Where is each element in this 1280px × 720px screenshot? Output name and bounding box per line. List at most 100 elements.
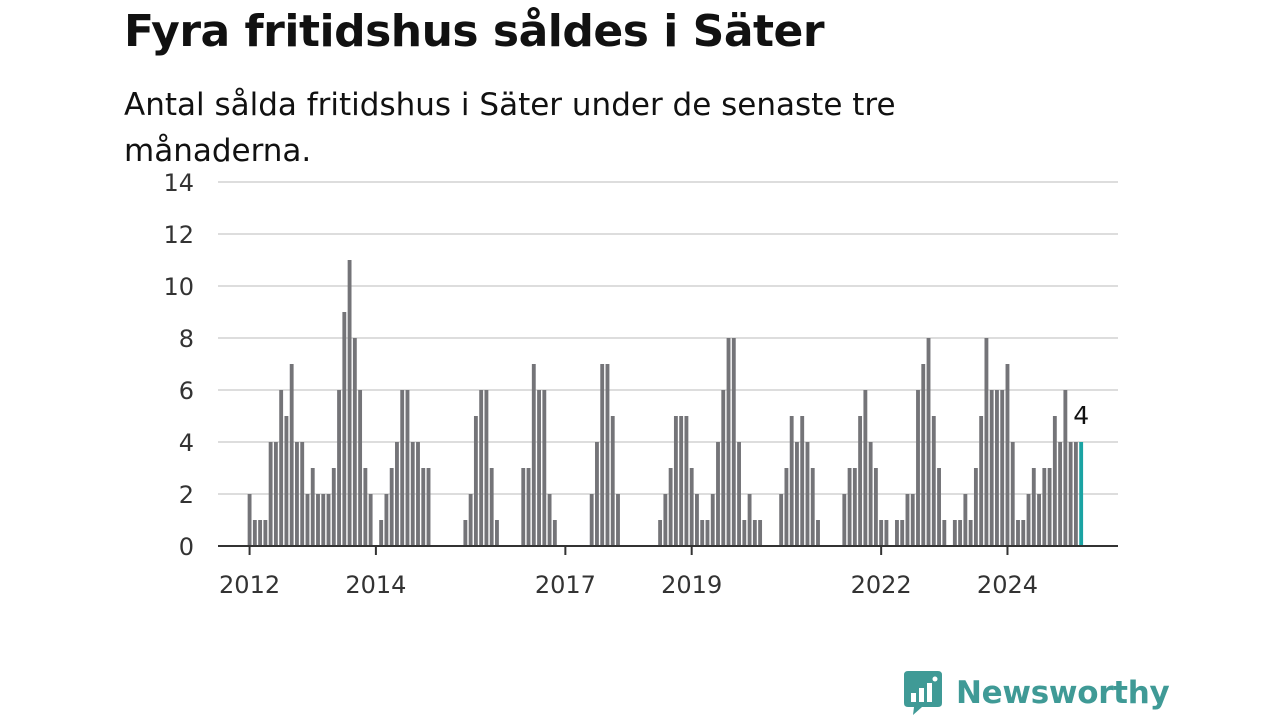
- bar: [863, 390, 868, 546]
- y-tick-label: 6: [179, 377, 194, 405]
- bar: [842, 494, 847, 546]
- bar: [779, 494, 784, 546]
- bar: [789, 416, 794, 546]
- bar: [721, 390, 726, 546]
- bar: [910, 494, 915, 546]
- bar: [968, 520, 973, 546]
- bar: [526, 468, 531, 546]
- bar: [731, 338, 736, 546]
- bar: [742, 520, 747, 546]
- y-tick-label: 10: [163, 273, 194, 301]
- bar: [705, 520, 710, 546]
- bar: [521, 468, 526, 546]
- bar: [600, 364, 605, 546]
- bar: [868, 442, 873, 546]
- bar: [479, 390, 484, 546]
- bar: [321, 494, 326, 546]
- data-label: 4: [1073, 401, 1089, 430]
- x-tick-label: 2014: [345, 571, 406, 599]
- bar: [989, 390, 994, 546]
- bar: [758, 520, 763, 546]
- x-tick-label: 2017: [535, 571, 596, 599]
- bar: [784, 468, 789, 546]
- y-tick-label: 12: [163, 221, 194, 249]
- newsworthy-logo-icon: [904, 671, 942, 715]
- bar: [973, 468, 978, 546]
- bar: [858, 416, 863, 546]
- bar: [537, 390, 541, 546]
- bar: [289, 364, 294, 546]
- y-tick-label: 0: [179, 533, 194, 561]
- y-tick-label: 2: [179, 481, 194, 509]
- bar: [931, 416, 936, 546]
- gridlines: [218, 181, 1118, 495]
- bar: [247, 494, 252, 546]
- newsworthy-logo: Newsworthy: [902, 668, 1170, 718]
- bar: [852, 468, 857, 546]
- bar: [1058, 442, 1063, 546]
- y-tick-label: 14: [163, 169, 194, 197]
- bar: [942, 520, 947, 546]
- chart-title: Fyra fritidshus såldes i Säter: [124, 6, 825, 57]
- bar: [1063, 390, 1068, 546]
- bar: [410, 442, 415, 546]
- bar: [379, 520, 384, 546]
- bar: [984, 338, 989, 546]
- bar: [895, 520, 899, 546]
- bar: [263, 520, 268, 546]
- y-axis-labels: 0 2 4 6 8 10 12 14: [163, 169, 194, 561]
- y-tick-label: 8: [179, 325, 194, 353]
- bar: [610, 416, 615, 546]
- x-tick-label: 2022: [851, 571, 912, 599]
- bar: [279, 390, 284, 546]
- bars: [247, 260, 1084, 546]
- bar: [284, 416, 289, 546]
- bar: [484, 390, 489, 546]
- bar: [879, 520, 884, 546]
- bar: [352, 338, 357, 546]
- bar: [489, 468, 494, 546]
- bar: [421, 468, 426, 546]
- bar: [873, 468, 878, 546]
- bar: [810, 468, 815, 546]
- bar: [1073, 442, 1078, 546]
- bar: [384, 494, 389, 546]
- bar: [363, 468, 368, 546]
- bar: [331, 468, 336, 546]
- bar: [416, 442, 420, 546]
- bar: [937, 468, 941, 546]
- bar: [337, 390, 341, 546]
- bar: [800, 416, 805, 546]
- bar: [689, 468, 694, 546]
- newsworthy-logo-text: Newsworthy: [956, 675, 1170, 711]
- bar: [668, 468, 673, 546]
- bar: [926, 338, 931, 546]
- bar: [747, 494, 752, 546]
- bar: [900, 520, 905, 546]
- bar: [884, 520, 889, 546]
- bar: [405, 390, 410, 546]
- bar: [1000, 390, 1005, 546]
- bar: [1042, 468, 1047, 546]
- bar: [300, 442, 305, 546]
- bar: [663, 494, 668, 546]
- bar: [542, 390, 547, 546]
- bar: [589, 494, 594, 546]
- bar: [547, 494, 552, 546]
- bar: [1010, 442, 1015, 546]
- bar: [595, 442, 599, 546]
- bar: [963, 494, 968, 546]
- bar: [342, 312, 347, 546]
- bar: [258, 520, 263, 546]
- bar: [305, 494, 310, 546]
- annotations: 4: [1073, 401, 1089, 430]
- bar: [1052, 416, 1057, 546]
- bar: [495, 520, 499, 546]
- bar: [695, 494, 699, 546]
- bar: [426, 468, 431, 546]
- bar: [737, 442, 741, 546]
- bar: [252, 520, 257, 546]
- bar: [310, 468, 315, 546]
- bar: [316, 494, 320, 546]
